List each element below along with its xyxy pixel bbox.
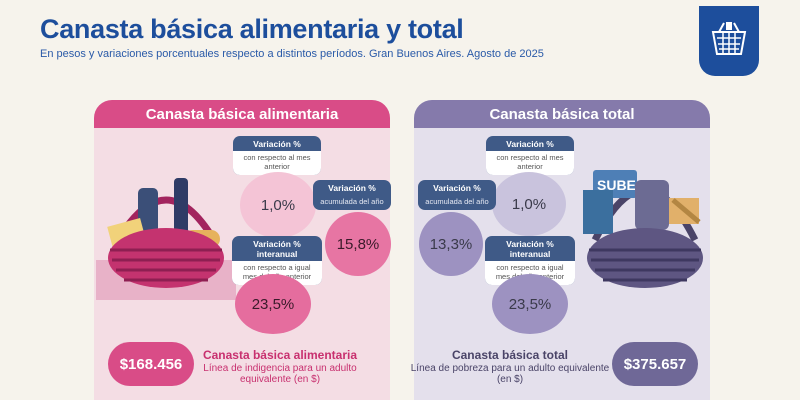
summary-alimentaria: Canasta básica alimentaria Línea de indi… (202, 348, 358, 386)
value-monthly-total: 1,0% (492, 172, 566, 236)
tag-ytd-alimentaria: Variación % acumulada del año (313, 180, 391, 211)
tag-monthly-alimentaria: Variación % con respecto al mes anterior (233, 136, 321, 176)
logo (699, 6, 759, 76)
basket-icon (711, 22, 747, 55)
value-yoy-total: 23,5% (492, 274, 568, 334)
price-alimentaria: $168.456 (108, 342, 194, 386)
value-ytd-alimentaria: 15,8% (325, 212, 391, 276)
page-subtitle: En pesos y variaciones porcentuales resp… (40, 48, 544, 60)
value-ytd-total: 13,3% (419, 212, 483, 276)
summary-total: Canasta básica total Línea de pobreza pa… (410, 348, 610, 386)
value-yoy-alimentaria: 23,5% (235, 274, 311, 334)
tag-ytd-total: Variación % acumulada del año (418, 180, 496, 211)
total-basket-illustration: SUBE (583, 170, 703, 288)
panel-title-total: Canasta básica total (414, 100, 710, 128)
value-monthly-alimentaria: 1,0% (240, 172, 316, 238)
tag-monthly-total: Variación % con respecto al mes anterior (486, 136, 574, 176)
price-total: $375.657 (612, 342, 698, 386)
sube-card-text: SUBE (597, 177, 636, 193)
food-basket-illustration (96, 178, 236, 300)
page-title: Canasta básica alimentaria y total (40, 14, 464, 44)
panel-title-alimentaria: Canasta básica alimentaria (94, 100, 390, 128)
